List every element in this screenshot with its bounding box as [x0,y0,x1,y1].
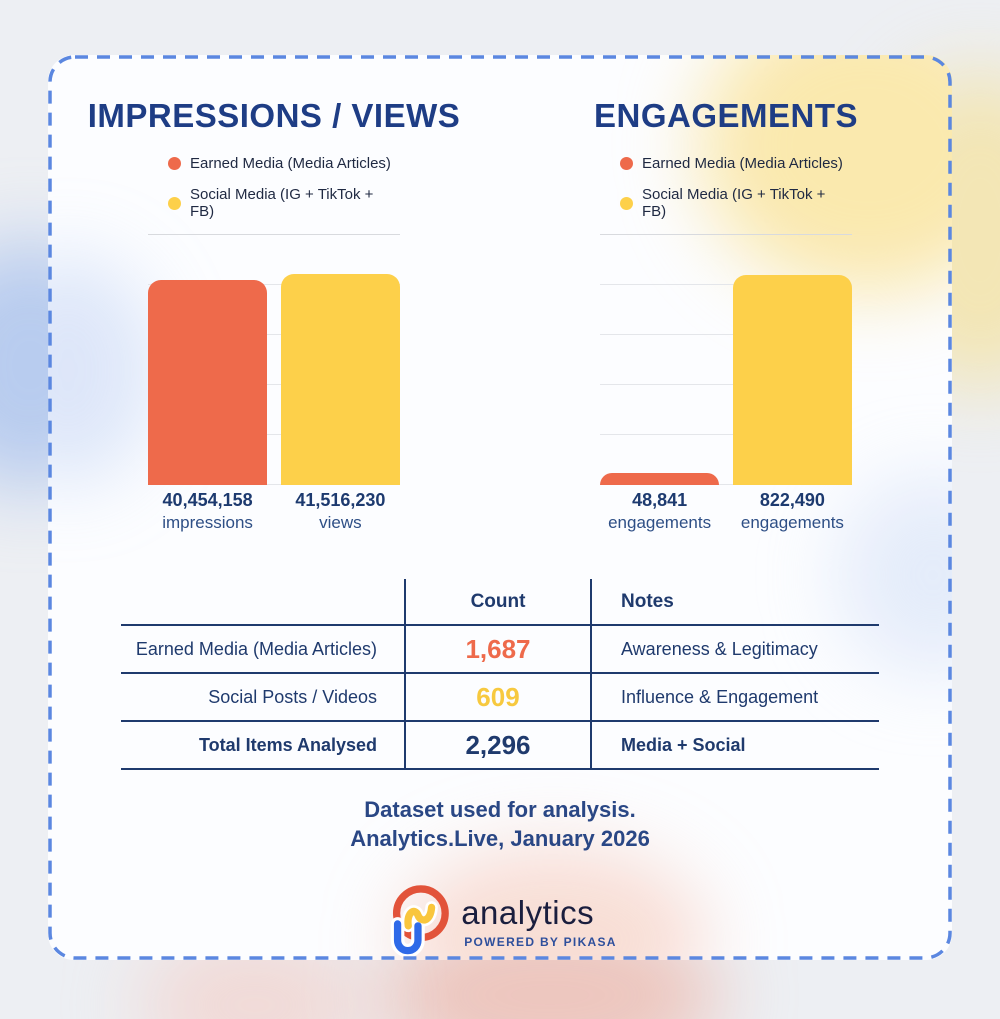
bar-social-media-views [280,274,400,485]
report-card: IMPRESSIONS / VIEWS Earned Media (Media … [48,55,952,960]
analytics-logo: analytics POWERED BY PIKASA [48,881,952,960]
row-count: 609 [404,674,592,720]
legend-label: Social Media (IG + TikTok + FB) [642,186,826,220]
table-row-social-posts: Social Posts / Videos 609 Influence & En… [121,674,879,722]
bars [148,273,400,485]
bar-earned-media-impressions [148,279,268,485]
table-header-notes: Notes [621,590,674,612]
row-label: Social Posts / Videos [208,686,377,707]
legend-item-earned-media: Earned Media (Media Articles) [620,155,852,172]
chart-title: ENGAGEMENTS [593,97,859,134]
bar-earned-media-engagements [600,472,720,485]
bar-value: 40,454,158 [162,490,253,510]
row-label: Earned Media (Media Articles) [135,638,377,659]
bar-unit: impressions [162,513,253,532]
count-value: 2,296 [465,729,531,760]
bar-labels: 40,454,158 impressions 41,516,230 views [148,490,400,533]
legend-item-earned-media: Earned Media (Media Articles) [168,155,400,172]
logo-name: analytics [461,893,595,931]
table-header-blank [121,579,404,624]
bars [600,273,852,485]
row-notes: Media + Social [621,734,746,755]
bar-label: 48,841 engagements [600,490,719,533]
bar-value: 48,841 [632,490,688,510]
chart-legend: Earned Media (Media Articles) Social Med… [600,155,852,220]
caption-line-2: Analytics.Live, January 2026 [350,825,650,851]
table-header-row: Count Notes [121,579,879,626]
bar-plot [148,273,400,485]
table-row-earned-media: Earned Media (Media Articles) 1,687 Awar… [121,626,879,674]
bar-value: 41,516,230 [295,490,386,510]
chart-engagements: ENGAGEMENTS Earned Media (Media Articles… [500,55,952,533]
bar-labels: 48,841 engagements 822,490 engagements [600,490,852,533]
bar-unit: engagements [608,513,712,532]
legend-dot-icon [620,157,633,170]
charts-row: IMPRESSIONS / VIEWS Earned Media (Media … [48,55,952,533]
legend-label: Earned Media (Media Articles) [642,155,843,172]
bar-label: 40,454,158 impressions [148,490,267,533]
row-count: 1,687 [404,626,592,672]
row-label: Total Items Analysed [198,734,377,755]
dataset-caption: Dataset used for analysis. Analytics.Liv… [48,796,952,853]
stats-table: Count Notes Earned Media (Media Articles… [121,579,879,770]
table-row-total: Total Items Analysed 2,296 Media + Socia… [121,722,879,770]
bar-plot [600,273,852,485]
bar-label: 822,490 engagements [733,490,852,533]
bar-value: 822,490 [759,490,825,510]
logo-tagline: POWERED BY PIKASA [464,934,617,949]
bar-unit: views [319,513,362,532]
legend-divider [600,234,852,235]
legend-dot-icon [620,196,633,210]
legend-item-social-media: Social Media (IG + TikTok + FB) [620,186,852,220]
analytics-logo-icon [390,885,450,958]
legend-dot-icon [168,157,181,170]
legend-label: Earned Media (Media Articles) [190,155,391,172]
chart-title: IMPRESSIONS / VIEWS [87,97,461,134]
row-notes: Awareness & Legitimacy [621,638,818,659]
legend-divider [148,234,400,235]
legend-label: Social Media (IG + TikTok + FB) [190,186,374,220]
legend-item-social-media: Social Media (IG + TikTok + FB) [168,186,400,220]
row-notes: Influence & Engagement [621,686,819,707]
row-count: 2,296 [404,722,592,768]
count-value: 609 [476,681,520,712]
table-header-count: Count [404,579,592,624]
bar-label: 41,516,230 views [281,490,400,533]
bar-unit: engagements [740,513,844,532]
chart-legend: Earned Media (Media Articles) Social Med… [148,155,400,220]
chart-impressions-views: IMPRESSIONS / VIEWS Earned Media (Media … [48,55,500,533]
legend-dot-icon [168,196,181,210]
logo-text-block: analytics POWERED BY PIKASA [461,894,617,949]
bar-social-media-engagements [732,274,852,485]
count-value: 1,687 [465,633,531,664]
caption-line-1: Dataset used for analysis. [364,797,636,822]
